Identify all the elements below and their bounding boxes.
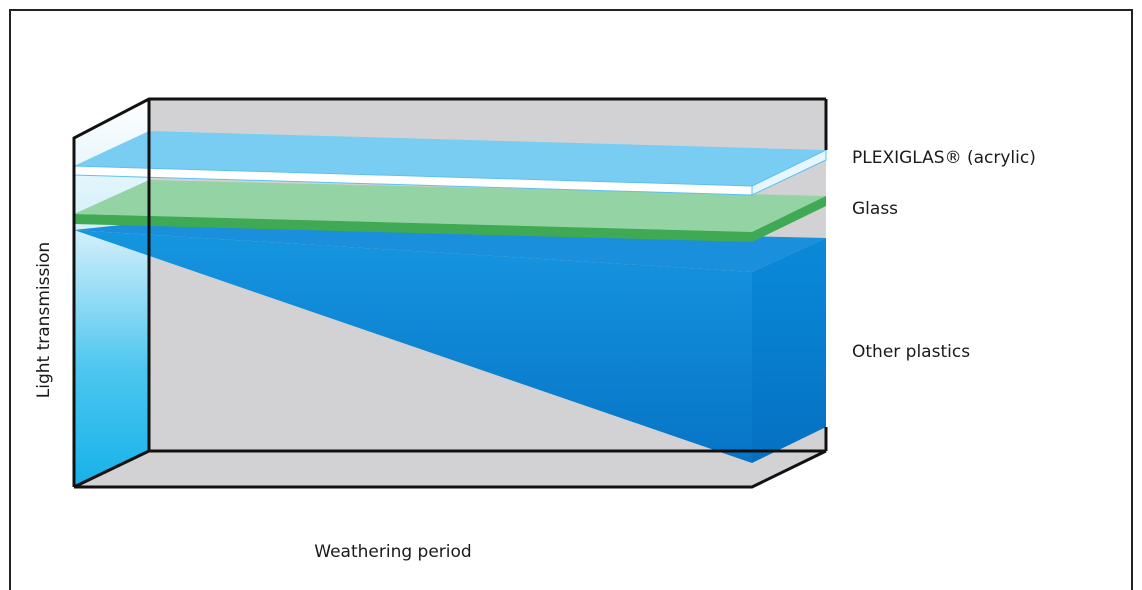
plastics-front [74,230,752,463]
series-label-plexiglas: PLEXIGLAS® (acrylic) [852,148,1036,168]
plastics-side [752,238,826,463]
x-axis-label: Weathering period [314,542,471,562]
glass-side-edge [752,196,826,242]
glass-front-edge [74,214,752,242]
plexiglas-top [74,131,826,186]
floor [74,451,826,487]
plexiglas-side-edge [751,149,827,196]
glass-top [74,180,826,232]
y-axis-label: Light transmission [34,242,54,398]
series-label-glass: Glass [852,199,898,219]
outer-frame [9,9,1133,590]
series-label-other-plastics: Other plastics [852,342,970,362]
box-outline [72,97,828,489]
